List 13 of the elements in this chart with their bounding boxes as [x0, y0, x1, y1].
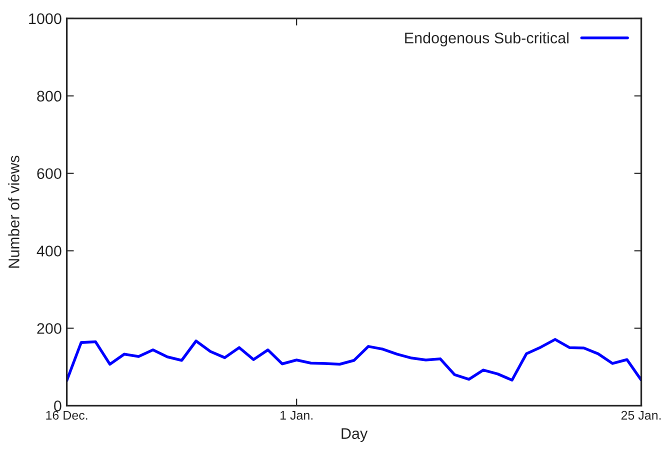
y-axis-title: Number of views: [8, 156, 20, 268]
line-series: [66, 338, 642, 382]
x-tick-label: 25 Jan.: [621, 410, 661, 420]
y-tick-label: 0: [54, 400, 62, 412]
x-axis-title: Day: [342, 428, 368, 442]
x-tick-label: 16 Dec.: [46, 410, 88, 420]
legend-label: Endogenous Sub-critical: [405, 32, 568, 46]
y-tick-label: 200: [37, 323, 62, 334]
y-tick-label: 600: [37, 168, 62, 180]
y-tick-label: 1000: [29, 13, 62, 24]
x-tick-label: 1 Jan.: [280, 411, 312, 420]
y-tick-label: 400: [36, 246, 62, 256]
y-tick-label: 800: [37, 90, 62, 102]
